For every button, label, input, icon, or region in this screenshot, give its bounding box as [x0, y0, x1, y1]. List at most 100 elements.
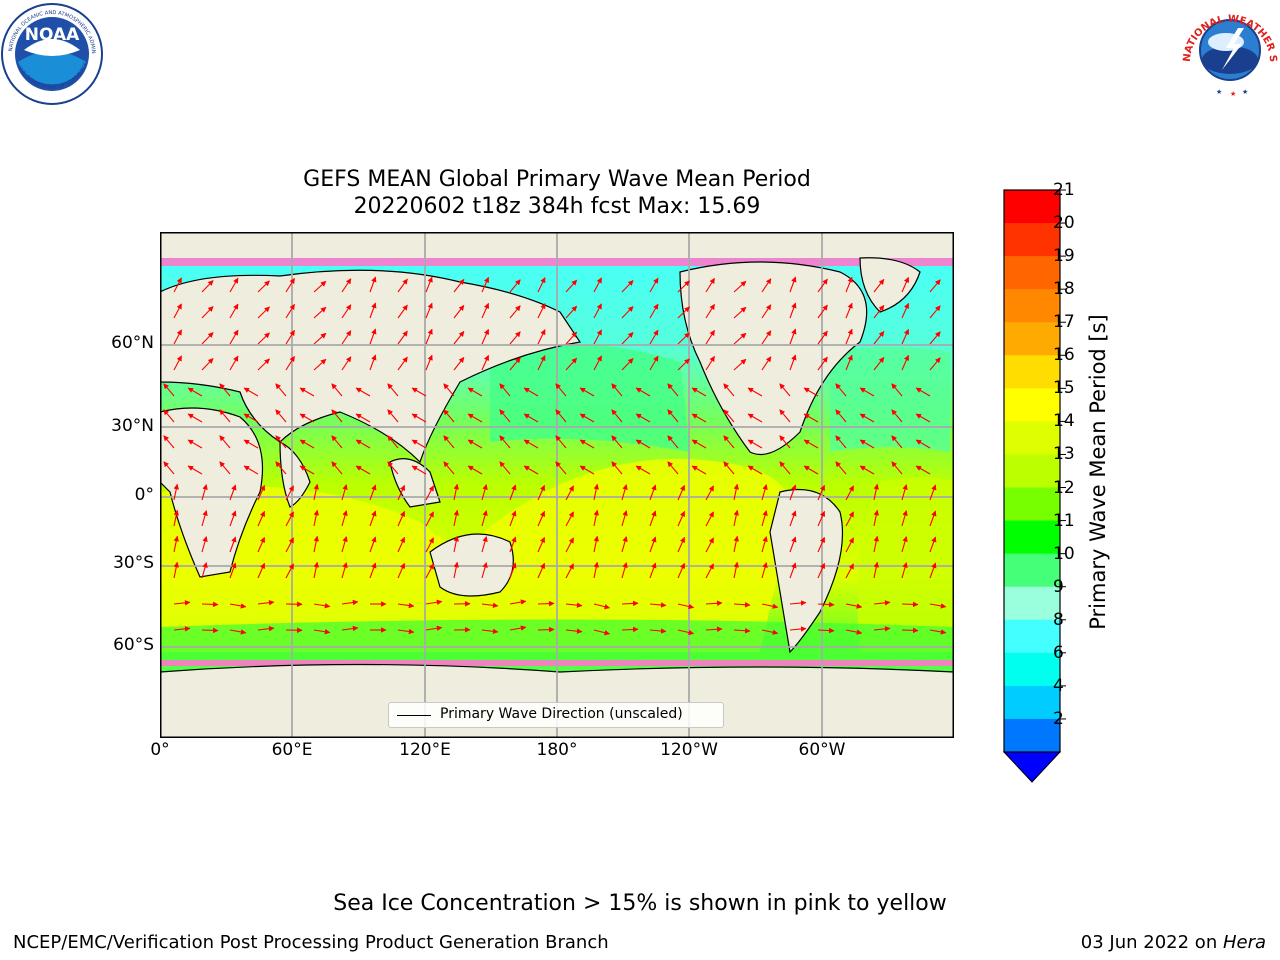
wave-vector: [649, 303, 659, 319]
wave-vector: [523, 439, 539, 449]
wave-vector: [387, 383, 399, 397]
colorbar-cell: [1004, 223, 1060, 257]
wave-vector: [341, 536, 348, 553]
wave-vector: [453, 356, 465, 371]
wave-vector: [285, 329, 295, 345]
wave-vector: [397, 562, 406, 579]
wave-vector: [779, 409, 791, 423]
wave-vector: [411, 413, 427, 423]
wave-vector: [635, 465, 651, 475]
wave-vector: [733, 483, 739, 501]
wave-vector: [845, 485, 854, 501]
wave-vector: [411, 465, 427, 475]
colorbar-tick-label: 13: [1053, 444, 1075, 465]
colorbar-cell: [1004, 487, 1060, 522]
chart-title: GEFS MEAN Global Primary Wave Mean Perio…: [303, 167, 811, 192]
wave-vector: [705, 355, 715, 371]
wave-vector: [201, 601, 219, 608]
wave-vector: [313, 332, 327, 345]
wave-vector: [705, 511, 714, 527]
wave-vector: [201, 562, 208, 579]
wave-vector: [341, 330, 352, 345]
wave-vector: [555, 409, 567, 423]
wave-vector: [789, 354, 797, 371]
wave-vector: [691, 387, 707, 397]
wave-vector: [747, 465, 763, 475]
wave-vector: [803, 439, 819, 449]
svg-text:★: ★: [1216, 88, 1222, 96]
wave-vector: [761, 603, 779, 609]
eurasia: [160, 269, 582, 464]
wave-vector: [621, 484, 628, 501]
wave-vector: [219, 461, 231, 475]
svg-text:★: ★: [1230, 90, 1236, 98]
wave-vector: [369, 536, 377, 553]
wave-vector: [733, 509, 739, 527]
wave-vector: [929, 629, 947, 635]
wave-vector: [677, 306, 690, 319]
wave-vector: [901, 627, 919, 634]
wave-vector: [537, 536, 546, 553]
wave-vector: [779, 383, 791, 397]
wave-vector: [565, 331, 578, 345]
wave-vector: [187, 387, 203, 397]
colorbar-cell: [1004, 652, 1060, 687]
wave-vector: [369, 302, 377, 319]
wave-vector: [565, 628, 583, 634]
wave-vector: [845, 328, 853, 345]
wave-vector: [621, 562, 628, 579]
wave-vector: [163, 435, 175, 449]
wave-vector: [425, 354, 433, 371]
wave-vector: [649, 355, 659, 371]
wave-vector: [313, 280, 327, 293]
wave-vector: [341, 625, 359, 632]
wave-vector: [845, 629, 863, 635]
credit-date: 03 Jun 2022 on Hera: [1081, 932, 1266, 953]
wave-vector: [285, 485, 294, 501]
colorbar-cell: [1004, 586, 1060, 621]
wave-vector: [817, 601, 835, 608]
wave-vector: [285, 563, 294, 579]
wave-vector: [817, 562, 826, 579]
colorbar-cell: [1004, 619, 1060, 654]
wave-vector: [873, 278, 885, 293]
colorbar-cell: [1004, 718, 1060, 753]
wave-vector: [901, 484, 908, 501]
wave-vector: [835, 461, 847, 475]
colorbar-tick-label: 11: [1053, 510, 1075, 531]
wave-vector: [565, 357, 578, 371]
wave-vector: [845, 603, 863, 609]
lon-label-0: 0°: [150, 740, 170, 760]
wave-vector: [201, 484, 208, 501]
wave-vector: [173, 329, 182, 345]
wave-vector: [817, 510, 826, 527]
wave-vector: [565, 485, 574, 501]
wave-vector: [621, 280, 634, 293]
wave-vector: [509, 305, 521, 319]
wave-vector: [593, 535, 599, 553]
wave-vector: [229, 355, 239, 371]
colorbar-cell: [1004, 685, 1060, 720]
wave-vector: [509, 562, 517, 579]
wave-vector: [397, 536, 406, 553]
credit-date-text: 03 Jun 2022 on: [1080, 932, 1223, 953]
colorbar-tick-label: 18: [1053, 279, 1075, 300]
wave-vector: [593, 303, 602, 319]
wave-vector: [481, 302, 490, 319]
wave-vector: [635, 413, 651, 423]
wave-vector: [873, 356, 885, 371]
wave-vector: [173, 535, 179, 553]
wave-vector: [331, 383, 343, 397]
wave-vector: [481, 562, 488, 579]
wave-vector: [341, 356, 352, 371]
wave-vector: [723, 383, 735, 397]
wave-vector: [667, 383, 679, 397]
colorbar-tick-label: 2: [1053, 708, 1064, 729]
colorbar-border: [1003, 189, 1061, 753]
wave-vector: [677, 536, 686, 553]
wave-vector: [369, 328, 377, 345]
wave-vector: [593, 277, 602, 293]
wave-vector: [817, 484, 826, 501]
wave-vector: [425, 599, 443, 605]
legend-line-swatch: [397, 715, 431, 716]
